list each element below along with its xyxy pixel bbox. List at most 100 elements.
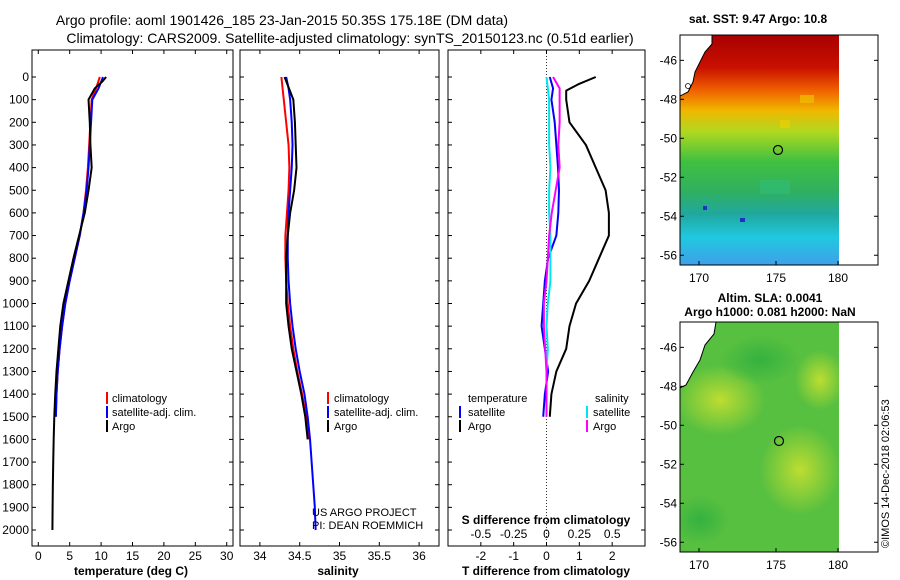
legend-label-t-argo: Argo <box>468 421 491 433</box>
map-y-tick-label: -50 <box>660 131 678 145</box>
salinity-panel-frame <box>239 49 440 547</box>
x-tick-label: 1 <box>576 549 583 563</box>
y-tick-label: 1400 <box>2 387 29 401</box>
difference-legend: temperature satellite Argo salinity sate… <box>459 393 630 433</box>
sst-map-image <box>680 35 839 265</box>
series-line-satellite-adj-clim- <box>54 76 104 417</box>
x-tick-label: 36 <box>412 549 426 563</box>
x-tick-label: 25 <box>189 549 203 563</box>
y-tick-label: 2000 <box>2 523 29 537</box>
y-tick-label: 600 <box>9 206 29 220</box>
legend-label-s-argo: Argo <box>593 421 616 433</box>
series-line-argo <box>51 76 107 531</box>
legend-label-s-satellite: satellite <box>593 407 630 419</box>
map-y-tick-label: -48 <box>660 92 678 106</box>
x-tick-label: 2 <box>609 549 616 563</box>
map-x-tick-label: 180 <box>828 558 848 572</box>
map-x-tick-label: 170 <box>689 558 709 572</box>
x-tick-label: 0 <box>543 549 550 563</box>
y-tick-label: 800 <box>9 251 29 265</box>
x-tick-label: 10 <box>94 549 108 563</box>
legend-label-climatology: climatology <box>112 393 168 405</box>
map-y-tick-label: -54 <box>660 209 678 223</box>
map-y-tick-label: -52 <box>660 457 678 471</box>
series-line-argo <box>283 76 309 440</box>
sla-float-marker <box>773 435 785 447</box>
credit-project: US ARGO PROJECT <box>312 507 417 519</box>
legend-label-argo: Argo <box>334 421 357 433</box>
x-tick-label: 5 <box>66 549 73 563</box>
y-tick-label: 0 <box>22 70 29 84</box>
y-tick-label: 200 <box>9 115 29 129</box>
x2-tick-label: -0.5 <box>470 527 491 541</box>
y-tick-label: 400 <box>9 161 29 175</box>
y-tick-label: 1600 <box>2 432 29 446</box>
y-tick-label: 900 <box>9 274 29 288</box>
legend-title-salinity: salinity <box>595 393 629 405</box>
difference-chart: -2 -1 0 1 2-0.5 -0.25 0 0.25 0.5 <box>448 50 645 563</box>
map-x-tick-label: 180 <box>828 271 848 285</box>
x-tick-label: 0 <box>35 549 42 563</box>
map-x-tick-label: 175 <box>766 558 786 572</box>
x2-tick-label: 0.25 <box>568 527 592 541</box>
legend-label-argo: Argo <box>112 421 135 433</box>
map-y-tick-label: -50 <box>660 418 678 432</box>
sla-title-line1: Altim. SLA: 0.0041 <box>718 291 823 305</box>
temperature-panel-frame <box>31 49 234 547</box>
map-y-tick-label: -56 <box>660 535 678 549</box>
sst-float-marker <box>772 144 784 156</box>
sla-title-line2: Argo h1000: 0.081 h2000: NaN <box>684 305 855 319</box>
x-tick-label: 35.5 <box>368 549 392 563</box>
y-tick-label: 100 <box>9 93 29 107</box>
y-tick-label: 700 <box>9 229 29 243</box>
x-tick-label: -2 <box>475 549 486 563</box>
sla-map-ticks: 170 175 180 -46 -48 -50 -52 -54 -56 <box>660 340 878 572</box>
y-tick-label: 1500 <box>2 410 29 424</box>
map-x-tick-label: 170 <box>689 271 709 285</box>
imos-timestamp: ©IMOS 14-Dec-2018 02:06:53 <box>880 399 892 548</box>
map-y-tick-label: -48 <box>660 379 678 393</box>
y-tick-label: 1800 <box>2 478 29 492</box>
legend-title-temperature: temperature <box>468 393 527 405</box>
series-line-s-satellite <box>545 76 552 417</box>
map-y-tick-label: -46 <box>660 53 678 67</box>
x-tick-label: 20 <box>157 549 171 563</box>
figure-title-line2: Climatology: CARS2009. Satellite-adjuste… <box>66 30 633 46</box>
y-tick-label: 1000 <box>2 297 29 311</box>
x-tick-label: 34 <box>253 549 267 563</box>
x-tick-label: 30 <box>220 549 234 563</box>
temperature-chart: 0100200300400500600700800900100011001200… <box>2 50 234 563</box>
map-y-tick-label: -56 <box>660 248 678 262</box>
y-tick-label: 300 <box>9 138 29 152</box>
x2-tick-label: -0.25 <box>500 527 528 541</box>
t-difference-axis-label: T difference from climatology <box>462 564 630 578</box>
temperature-legend: climatology satellite-adj. clim. Argo <box>106 392 196 433</box>
x2-tick-label: 0.5 <box>604 527 621 541</box>
sst-map-ticks: 170 175 180 -46 -48 -50 -52 -54 -56 <box>660 53 878 285</box>
sla-map-image <box>680 322 839 552</box>
x-tick-label: 15 <box>126 549 140 563</box>
x-tick-label: 35 <box>333 549 347 563</box>
y-tick-label: 500 <box>9 183 29 197</box>
y-tick-label: 1700 <box>2 455 29 469</box>
map-y-tick-label: -54 <box>660 496 678 510</box>
temperature-axis-label: temperature (deg C) <box>74 564 188 578</box>
figure-title-line1: Argo profile: aoml 1901426_185 23-Jan-20… <box>56 12 508 28</box>
y-tick-label: 1200 <box>2 342 29 356</box>
series-line-satellite-adj-clim- <box>285 76 317 531</box>
credit-pi: PI: DEAN ROEMMICH <box>312 520 423 532</box>
sst-map-frame <box>679 34 879 266</box>
map-x-tick-label: 175 <box>766 271 786 285</box>
x-tick-label: 34.5 <box>288 549 312 563</box>
salinity-legend: climatology satellite-adj. clim. Argo <box>327 392 418 433</box>
y-tick-label: 1900 <box>2 500 29 514</box>
series-line-t-argo <box>548 76 610 417</box>
s-difference-axis-label: S difference from climatology <box>462 513 631 527</box>
legend-label-t-satellite: satellite <box>468 407 505 419</box>
legend-label-climatology: climatology <box>334 393 390 405</box>
x-tick-label: -1 <box>508 549 519 563</box>
series-line-s-argo <box>542 76 561 417</box>
map-y-tick-label: -46 <box>660 340 678 354</box>
sla-map-frame <box>679 321 879 553</box>
